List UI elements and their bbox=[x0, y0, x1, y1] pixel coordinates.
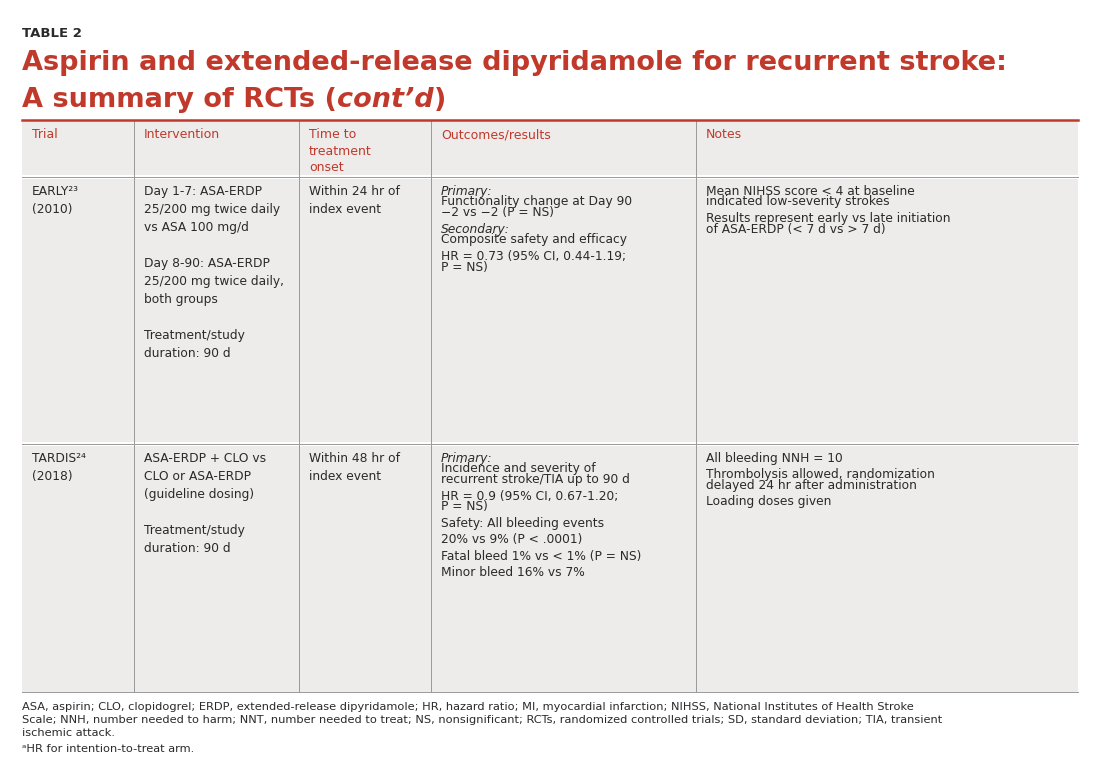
Text: All bleeding NNH = 10: All bleeding NNH = 10 bbox=[706, 452, 843, 465]
Text: indicated low-severity strokes: indicated low-severity strokes bbox=[706, 196, 890, 209]
Text: Aspirin and extended-release dipyridamole for recurrent stroke:: Aspirin and extended-release dipyridamol… bbox=[22, 50, 1006, 77]
Text: Mean NIHSS score < 4 at baseline: Mean NIHSS score < 4 at baseline bbox=[706, 185, 915, 198]
Text: Composite safety and efficacy: Composite safety and efficacy bbox=[441, 234, 627, 246]
Text: ASA-ERDP + CLO vs
CLO or ASA-ERDP
(guideline dosing)

Treatment/study
duration: : ASA-ERDP + CLO vs CLO or ASA-ERDP (guide… bbox=[144, 452, 266, 555]
Text: Primary:: Primary: bbox=[441, 452, 493, 465]
Text: P = NS): P = NS) bbox=[441, 261, 488, 274]
Bar bbox=[22, 177, 1078, 444]
Text: ᵃHR for intention-to-treat arm.: ᵃHR for intention-to-treat arm. bbox=[22, 744, 195, 754]
Text: P = NS): P = NS) bbox=[441, 501, 488, 513]
Text: Within 48 hr of
index event: Within 48 hr of index event bbox=[309, 452, 400, 483]
Text: Trial: Trial bbox=[32, 128, 57, 141]
Text: Results represent early vs late initiation: Results represent early vs late initiati… bbox=[706, 212, 950, 225]
Text: Fatal bleed 1% vs < 1% (P = NS): Fatal bleed 1% vs < 1% (P = NS) bbox=[441, 550, 641, 563]
Text: Thrombolysis allowed, randomization: Thrombolysis allowed, randomization bbox=[706, 468, 935, 481]
Text: cont’d: cont’d bbox=[337, 87, 433, 113]
Text: Time to
treatment
onset: Time to treatment onset bbox=[309, 128, 372, 174]
Bar bbox=[22, 442, 1078, 446]
Text: delayed 24 hr after administration: delayed 24 hr after administration bbox=[706, 479, 917, 492]
Text: −2 vs −2 (P = NS): −2 vs −2 (P = NS) bbox=[441, 206, 554, 219]
Text: of ASA-ERDP (< 7 d vs > 7 d): of ASA-ERDP (< 7 d vs > 7 d) bbox=[706, 223, 886, 236]
Text: Secondary:: Secondary: bbox=[441, 223, 510, 236]
Text: HR = 0.9 (95% CI, 0.67-1.20;: HR = 0.9 (95% CI, 0.67-1.20; bbox=[441, 490, 618, 503]
Text: 20% vs 9% (P < .0001): 20% vs 9% (P < .0001) bbox=[441, 533, 583, 546]
Text: ): ) bbox=[433, 87, 446, 113]
Bar bbox=[22, 120, 1078, 177]
Text: TARDIS²⁴
(2018): TARDIS²⁴ (2018) bbox=[32, 452, 86, 483]
Text: EARLY²³
(2010): EARLY²³ (2010) bbox=[32, 185, 79, 216]
Text: Loading doses given: Loading doses given bbox=[706, 495, 832, 508]
Text: Minor bleed 16% vs 7%: Minor bleed 16% vs 7% bbox=[441, 566, 585, 580]
Text: A summary of RCTs (: A summary of RCTs ( bbox=[22, 87, 337, 113]
Text: Functionality change at Day 90: Functionality change at Day 90 bbox=[441, 196, 632, 209]
Text: Within 24 hr of
index event: Within 24 hr of index event bbox=[309, 185, 400, 216]
Bar bbox=[22, 444, 1078, 692]
Text: Notes: Notes bbox=[706, 128, 743, 141]
Text: recurrent stroke/TIA up to 90 d: recurrent stroke/TIA up to 90 d bbox=[441, 473, 630, 486]
Text: TABLE 2: TABLE 2 bbox=[22, 27, 81, 40]
Text: Primary:: Primary: bbox=[441, 185, 493, 198]
Text: ASA, aspirin; CLO, clopidogrel; ERDP, extended-release dipyridamole; HR, hazard : ASA, aspirin; CLO, clopidogrel; ERDP, ex… bbox=[22, 702, 943, 738]
Bar bbox=[22, 175, 1078, 179]
Text: Day 1-7: ASA-ERDP
25/200 mg twice daily
vs ASA 100 mg/d

Day 8-90: ASA-ERDP
25/2: Day 1-7: ASA-ERDP 25/200 mg twice daily … bbox=[144, 185, 284, 360]
Text: Safety: All bleeding events: Safety: All bleeding events bbox=[441, 517, 604, 530]
Text: HR = 0.73 (95% CI, 0.44-1.19;: HR = 0.73 (95% CI, 0.44-1.19; bbox=[441, 250, 626, 263]
Text: Intervention: Intervention bbox=[144, 128, 220, 141]
Text: Incidence and severity of: Incidence and severity of bbox=[441, 462, 596, 476]
Text: Outcomes/results: Outcomes/results bbox=[441, 128, 551, 141]
